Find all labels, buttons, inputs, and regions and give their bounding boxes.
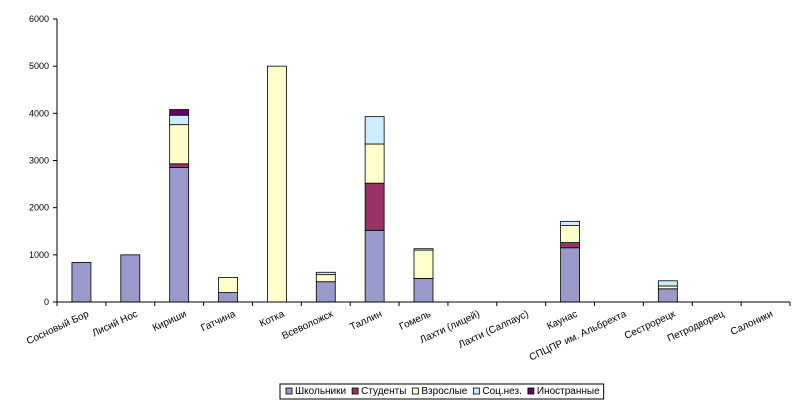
- x-category-label: Котка: [258, 309, 287, 330]
- y-tick-label: 1000: [29, 250, 49, 260]
- bar-segment: [413, 249, 434, 279]
- bar-segment: [560, 247, 580, 303]
- legend-item: Иностранные: [527, 386, 600, 397]
- y-tick-label: 6000: [29, 14, 49, 24]
- bar-segment: [218, 292, 238, 303]
- bar-segment: [266, 65, 287, 303]
- bar-segment: [560, 225, 580, 243]
- bar-segment: [120, 254, 141, 303]
- bar-segment: [315, 274, 336, 283]
- y-axis-ticks: 0 1000 2000 3000 4000 5000 6000: [29, 14, 57, 307]
- x-category-label: Всеволожск: [280, 308, 335, 342]
- legend-item: Студенты: [351, 386, 406, 397]
- bar-segment: [364, 182, 385, 231]
- bar-segment: [169, 109, 190, 116]
- bar-segment: [364, 229, 385, 303]
- legend-swatch: [351, 387, 359, 395]
- plot-area: 0 1000 2000 3000 4000 5000 6000 Сосновый Бор Ли…: [25, 14, 791, 364]
- bar-segment: [657, 280, 678, 287]
- bar-segment: [657, 288, 678, 303]
- bar-segment: [315, 271, 336, 276]
- y-tick-label: 2000: [29, 203, 49, 213]
- bar-segment: [560, 220, 580, 226]
- bar-segment: [657, 285, 678, 290]
- y-tick-label: 3000: [29, 156, 49, 166]
- x-axis-ticks: [56, 302, 791, 306]
- legend-label: Иностранные: [537, 386, 600, 397]
- x-category-label: Сосновый Бор: [25, 309, 91, 348]
- bar-segment: [169, 163, 190, 168]
- bar-segment: [364, 143, 385, 184]
- bar-segment: [413, 278, 434, 303]
- x-category-label: Салоники: [729, 309, 775, 338]
- legend-items: Школьники Студенты Взрослые Соц.нез. Иностра…: [285, 386, 600, 397]
- legend: Школьники Студенты Взрослые Соц.нез. Иностра…: [279, 383, 605, 400]
- bar-segment: [71, 261, 92, 303]
- x-category-label: Гомель: [398, 309, 433, 333]
- legend-item: Взрослые: [411, 386, 468, 397]
- legend-item: Соц.нез.: [472, 386, 522, 397]
- x-axis-category-labels: Сосновый Бор Лисий Нос Кириши Гатчина КоткаВ…: [25, 308, 775, 364]
- legend-label: Взрослые: [421, 386, 467, 397]
- bars: [71, 65, 678, 303]
- x-category-label: Лисий Нос: [91, 309, 140, 340]
- bar-segment: [169, 114, 190, 126]
- legend-swatch: [285, 387, 293, 395]
- x-category-label: Каунас: [545, 309, 579, 333]
- bar-segment: [218, 277, 238, 293]
- legend-box: [279, 383, 605, 400]
- x-category-label: Таллин: [348, 309, 383, 333]
- legend-item: Школьники: [285, 386, 346, 397]
- bar-segment: [413, 248, 434, 251]
- bar-segment: [315, 281, 336, 303]
- bar-segment: [169, 124, 190, 165]
- y-tick-label: 4000: [29, 108, 49, 118]
- x-category-label: Гатчина: [199, 309, 237, 335]
- bar-segment: [364, 116, 385, 145]
- legend-swatch: [472, 387, 480, 395]
- x-category-label: Кириши: [151, 309, 188, 334]
- y-tick-label: 5000: [29, 61, 49, 71]
- bar-segment: [169, 167, 190, 303]
- legend-label: Соц.нез.: [482, 386, 522, 397]
- bar-segment: [560, 242, 580, 249]
- legend-label: Студенты: [361, 386, 406, 397]
- legend-swatch: [411, 387, 419, 395]
- y-tick-label: 0: [44, 297, 49, 307]
- legend-label: Школьники: [295, 386, 346, 397]
- legend-swatch: [527, 387, 535, 395]
